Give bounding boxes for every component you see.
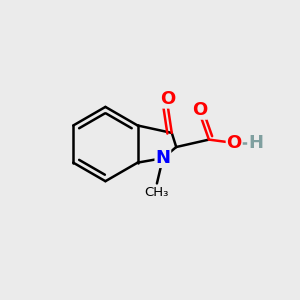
- Text: H: H: [248, 134, 263, 152]
- Text: O: O: [160, 90, 175, 108]
- Text: O: O: [226, 134, 242, 152]
- Text: CH₃: CH₃: [145, 186, 169, 200]
- Text: O: O: [192, 101, 207, 119]
- Text: N: N: [155, 149, 170, 167]
